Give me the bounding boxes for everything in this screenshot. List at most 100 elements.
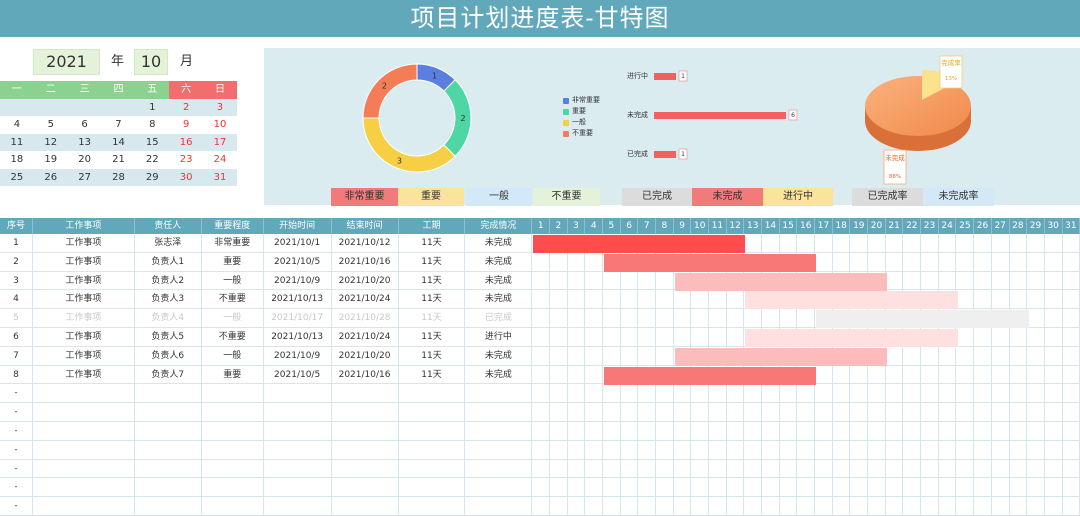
row-number[interactable]: 7 (0, 346, 33, 365)
day-cell[interactable] (1027, 252, 1045, 271)
day-cell[interactable] (585, 346, 604, 365)
day-cell[interactable] (1010, 478, 1028, 497)
day-cell[interactable] (568, 421, 586, 440)
day-cell[interactable] (621, 421, 639, 440)
day-cell[interactable] (691, 384, 710, 403)
empty-row[interactable]: - (0, 421, 1080, 441)
day-cell[interactable] (868, 384, 886, 403)
day-cell[interactable] (903, 234, 922, 252)
day-cell[interactable] (833, 384, 851, 403)
day-cell[interactable] (691, 403, 710, 421)
gantt-bar[interactable] (745, 329, 958, 347)
day-cell[interactable] (691, 497, 710, 515)
day-cell[interactable] (1063, 421, 1080, 440)
day-cell[interactable] (1045, 384, 1063, 403)
day-cell[interactable] (903, 271, 922, 290)
empty-cell[interactable] (399, 459, 466, 478)
calendar-day[interactable]: 25 (10, 171, 24, 183)
day-cell[interactable] (833, 478, 851, 497)
day-header[interactable]: 10 (691, 218, 710, 234)
priority-level[interactable]: 一般 (202, 346, 264, 365)
day-cell[interactable] (603, 384, 621, 403)
day-cell[interactable] (603, 459, 621, 478)
day-cell[interactable] (762, 421, 780, 440)
day-cell[interactable] (1045, 327, 1063, 346)
day-cell[interactable] (638, 440, 657, 459)
day-cell[interactable] (550, 497, 568, 515)
day-cell[interactable] (585, 271, 604, 290)
empty-cell[interactable] (465, 459, 533, 478)
day-cell[interactable] (532, 252, 551, 271)
day-cell[interactable] (603, 346, 621, 365)
empty-cell[interactable] (33, 478, 135, 497)
day-cell[interactable] (550, 290, 568, 309)
calendar-day[interactable]: 10 (213, 119, 227, 130)
gantt-bar[interactable] (603, 366, 817, 385)
day-cell[interactable] (585, 327, 604, 346)
day-cell[interactable] (974, 234, 992, 252)
day-cell[interactable] (956, 365, 975, 384)
day-cell[interactable] (603, 440, 621, 459)
day-cell[interactable] (850, 365, 869, 384)
day-cell[interactable] (956, 234, 975, 252)
day-cell[interactable] (780, 478, 798, 497)
day-header[interactable]: 31 (1063, 218, 1080, 234)
empty-cell[interactable] (33, 403, 135, 421)
table-row[interactable]: 2 工作事项 负责人1 重要 2021/10/5 2021/10/16 11天 未完成 (0, 252, 1080, 272)
day-cell[interactable] (956, 252, 975, 271)
day-cell[interactable] (727, 327, 745, 346)
calendar-day[interactable]: 18 (10, 154, 24, 165)
day-cell[interactable] (797, 384, 816, 403)
calendar-day[interactable] (68, 99, 102, 117)
day-cell[interactable] (921, 497, 939, 515)
empty-cell[interactable] (332, 478, 399, 497)
day-cell[interactable] (532, 459, 551, 478)
day-cell[interactable] (939, 365, 957, 384)
day-cell[interactable] (780, 234, 798, 252)
day-cell[interactable] (1063, 234, 1080, 252)
day-cell[interactable] (1045, 459, 1063, 478)
day-cell[interactable] (921, 478, 939, 497)
day-cell[interactable] (1010, 403, 1028, 421)
day-cell[interactable] (921, 384, 939, 403)
day-cell[interactable] (744, 459, 763, 478)
duration[interactable]: 11天 (399, 309, 466, 327)
status[interactable]: 已完成 (465, 309, 533, 327)
day-cell[interactable] (992, 365, 1010, 384)
day-cell[interactable] (621, 384, 639, 403)
day-cell[interactable] (797, 440, 816, 459)
empty-cell[interactable] (135, 497, 202, 515)
day-cell[interactable] (921, 459, 939, 478)
day-cell[interactable] (638, 290, 657, 309)
day-cell[interactable] (656, 327, 674, 346)
empty-cell[interactable] (332, 497, 399, 515)
day-cell[interactable] (1010, 252, 1028, 271)
month-field[interactable]: 10 (134, 49, 168, 75)
day-cell[interactable] (1010, 421, 1028, 440)
priority-level[interactable]: 重要 (202, 252, 264, 271)
empty-cell[interactable] (202, 459, 264, 478)
day-cell[interactable] (744, 234, 763, 252)
empty-cell[interactable] (135, 459, 202, 478)
day-header[interactable]: 13 (744, 218, 763, 234)
status[interactable]: 未完成 (465, 365, 533, 384)
table-row[interactable]: 6 工作事项 负责人5 不重要 2021/10/13 2021/10/24 11天 进行中 (0, 327, 1080, 347)
day-cell[interactable] (921, 365, 939, 384)
day-cell[interactable] (568, 440, 586, 459)
table-row[interactable]: 7 工作事项 负责人6 一般 2021/10/9 2021/10/20 11天 未完成 (0, 346, 1080, 366)
day-cell[interactable] (1045, 421, 1063, 440)
day-cell[interactable] (762, 309, 780, 327)
day-cell[interactable] (1027, 384, 1045, 403)
day-header[interactable]: 25 (956, 218, 975, 234)
status[interactable]: 未完成 (465, 271, 533, 290)
day-cell[interactable] (727, 440, 745, 459)
empty-cell[interactable] (264, 384, 332, 403)
day-cell[interactable] (674, 421, 692, 440)
day-cell[interactable] (1063, 440, 1080, 459)
day-cell[interactable] (762, 403, 780, 421)
day-cell[interactable] (744, 497, 763, 515)
day-cell[interactable] (1045, 440, 1063, 459)
day-cell[interactable] (727, 403, 745, 421)
day-cell[interactable] (532, 327, 551, 346)
day-cell[interactable] (709, 384, 727, 403)
